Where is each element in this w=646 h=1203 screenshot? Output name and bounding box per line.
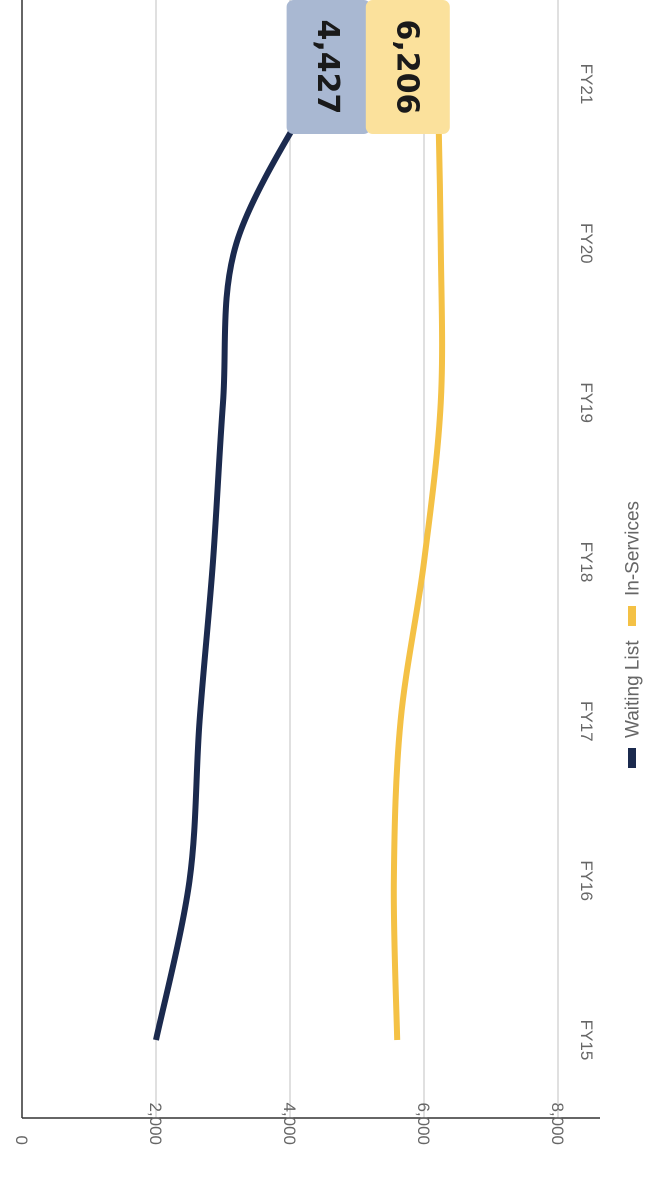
legend: Waiting List In-Services bbox=[623, 501, 644, 768]
legend-swatch-waiting-list bbox=[628, 748, 636, 768]
series-line-in-services bbox=[390, 83, 446, 1041]
end-label-box-waiting-list bbox=[286, 0, 371, 134]
category-tick-label-fy21: FY21 bbox=[577, 64, 596, 105]
value-tick-label-4000: 4,000 bbox=[280, 1102, 299, 1145]
category-tick-label-fy15: FY15 bbox=[577, 1020, 596, 1061]
value-tick-label-2000: 2,000 bbox=[146, 1102, 165, 1145]
legend-label-in-services: In-Services bbox=[623, 501, 644, 596]
legend-swatch-in-services bbox=[628, 606, 636, 626]
category-tick-label-fy18: FY18 bbox=[577, 542, 596, 583]
category-tick-label-fy17: FY17 bbox=[577, 701, 596, 742]
legend-label-waiting-list: Waiting List bbox=[623, 640, 644, 738]
axes: 0 2,000 4,000 6,000 8,000 FY15 FY16 FY17 FY18 FY1… bbox=[12, 0, 600, 1145]
end-label-box-in-services bbox=[365, 0, 450, 134]
value-tick-label-0: 0 bbox=[12, 1136, 31, 1145]
category-tick-label-fy16: FY16 bbox=[577, 860, 596, 901]
value-tick-label-8000: 8,000 bbox=[548, 1102, 567, 1145]
end-label-in-services: 6,206 bbox=[389, 20, 424, 115]
series-line-waiting-list bbox=[153, 82, 322, 1041]
series-lines bbox=[153, 82, 446, 1041]
end-labels: 4,427 6,206 bbox=[286, 0, 450, 134]
category-tick-label-fy19: FY19 bbox=[577, 382, 596, 423]
category-tick-label-fy20: FY20 bbox=[577, 223, 596, 264]
gridlines bbox=[155, 0, 559, 1118]
value-tick-label-6000: 6,000 bbox=[414, 1102, 433, 1145]
end-label-waiting-list: 4,427 bbox=[310, 20, 345, 115]
